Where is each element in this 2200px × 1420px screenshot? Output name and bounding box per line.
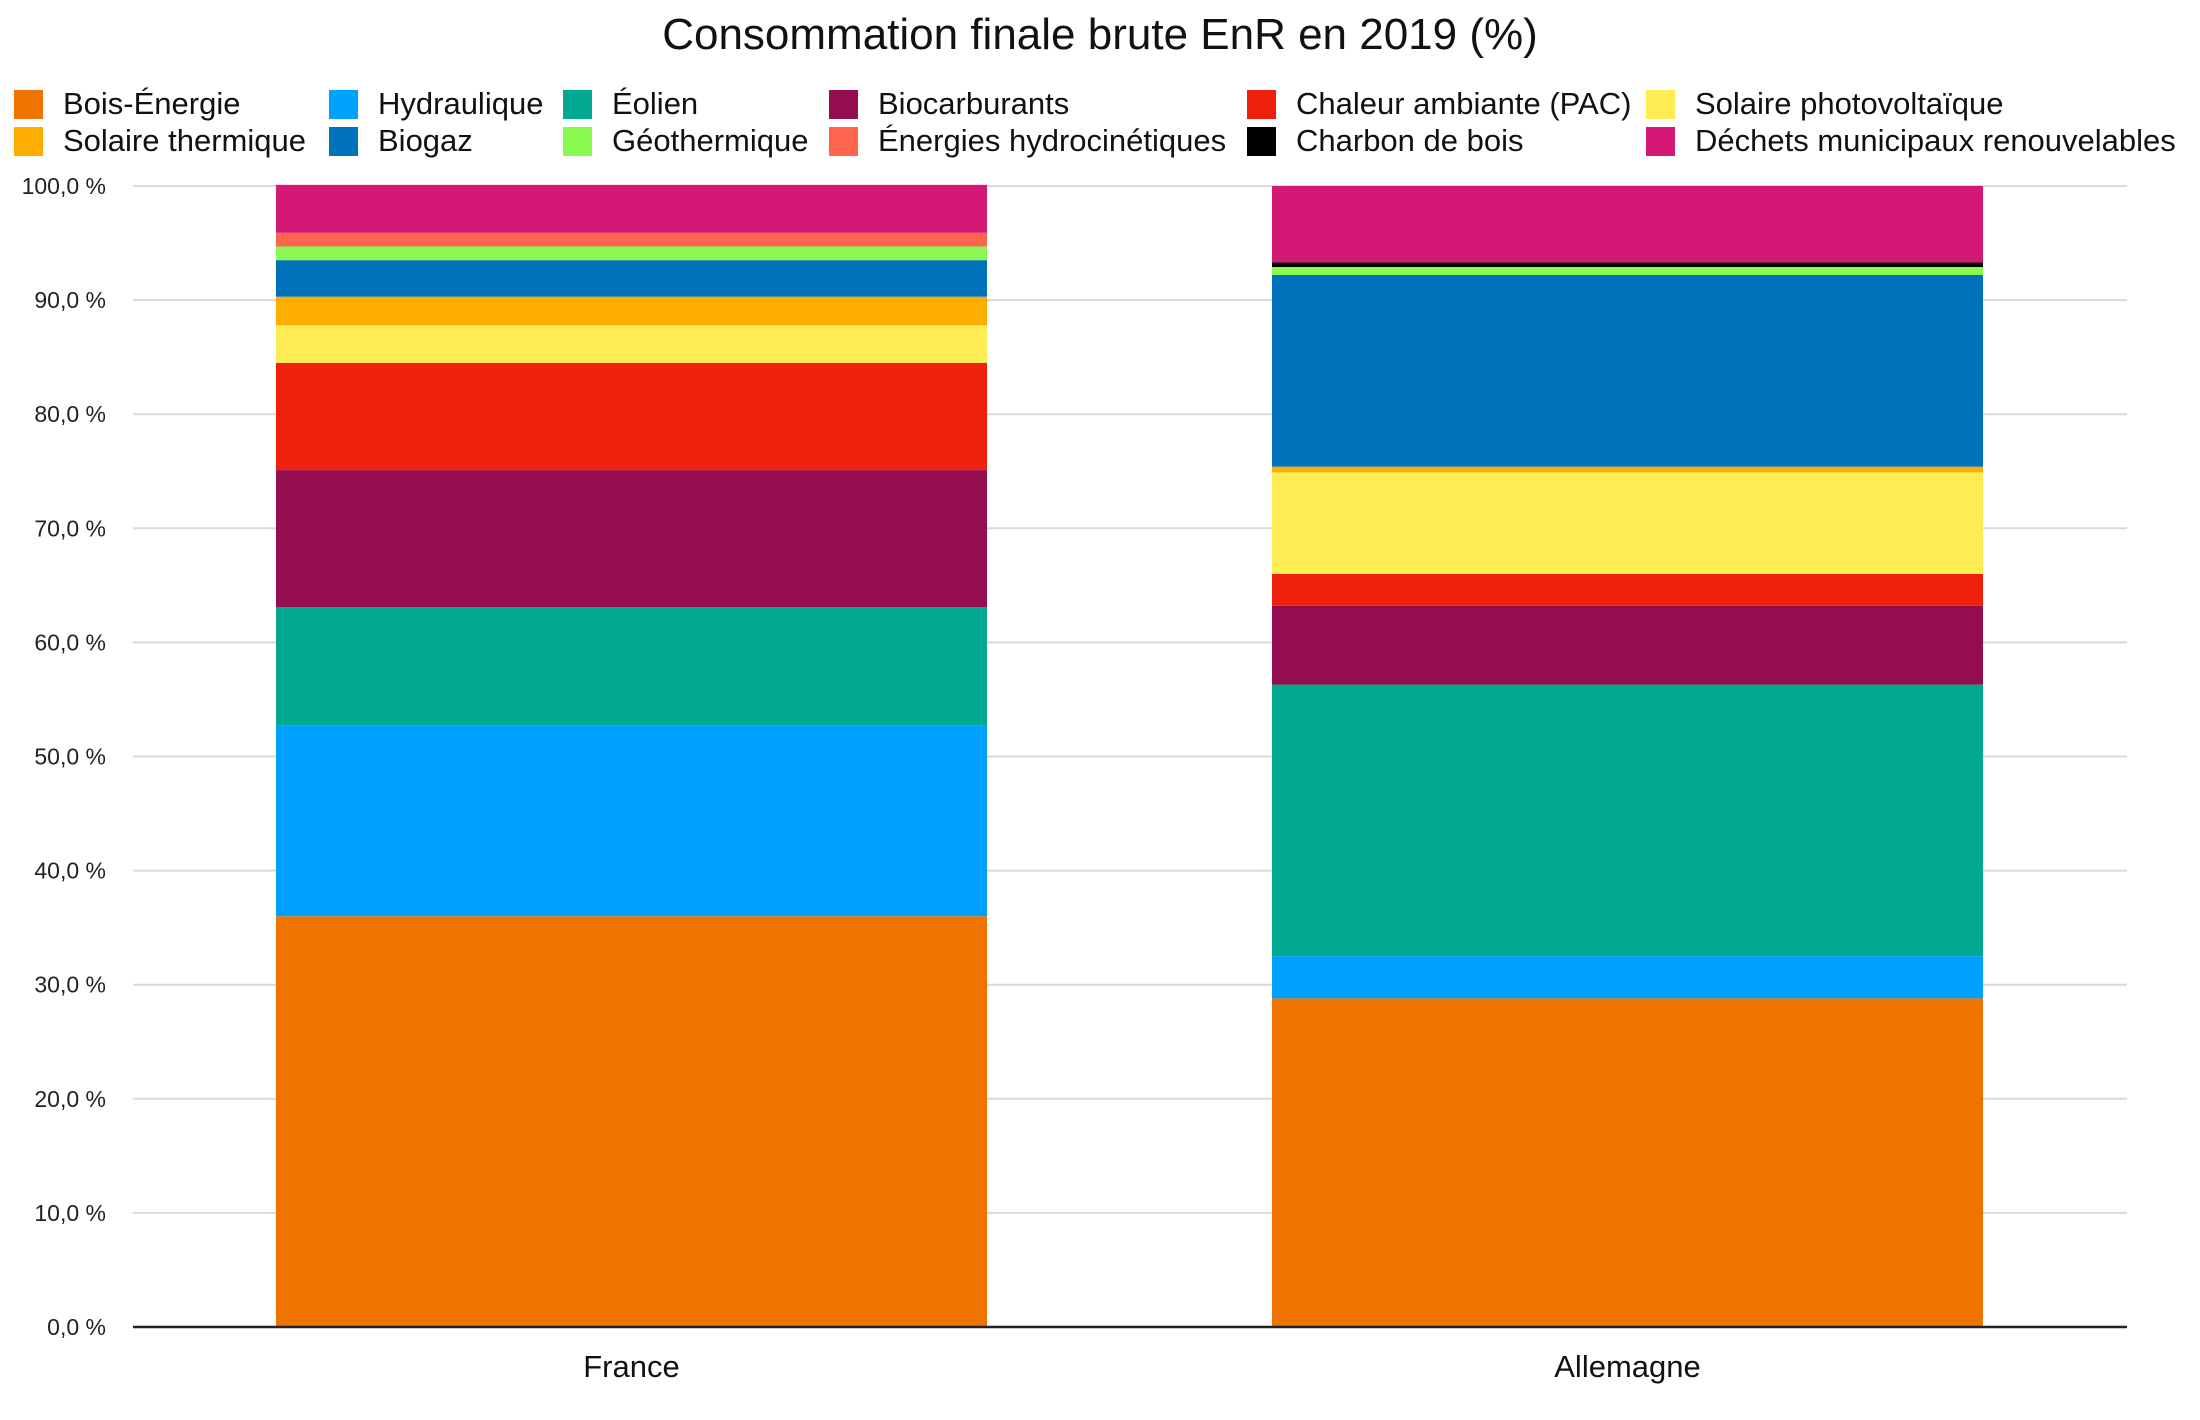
- legend-item[interactable]: Biocarburants: [829, 86, 1069, 122]
- bar-segment[interactable]: Allemagne – Solaire photovoltaïque: 8,9 …: [1272, 472, 1983, 574]
- legend-swatch: [14, 126, 43, 156]
- x-category-label: Allemagne: [1554, 1349, 1700, 1384]
- bar-segment[interactable]: France – Éolien: 10,4 %: [276, 607, 987, 726]
- legend-label: Charbon de bois: [1296, 123, 1524, 158]
- legend-item[interactable]: Énergies hydrocinétiques: [829, 123, 1226, 159]
- bar-segment[interactable]: Allemagne – Biogaz: 16,8 %: [1272, 274, 1983, 467]
- legend-label: Biogaz: [378, 123, 473, 158]
- legend-label: Hydraulique: [378, 86, 544, 121]
- bar-stack-allemagne: Allemagne – Bois-Énergie: 28,8 %Allemagn…: [1272, 186, 1983, 1327]
- legend-swatch: [329, 89, 358, 119]
- y-tick-label: 50,0 %: [34, 744, 106, 770]
- legend-label: Géothermique: [612, 123, 809, 158]
- y-tick-label: 90,0 %: [34, 287, 106, 313]
- legend-item[interactable]: Géothermique: [563, 123, 808, 159]
- bar-segment[interactable]: France – Solaire photovoltaïque: 3,3 %: [276, 325, 987, 363]
- y-tick-label: 20,0 %: [34, 1086, 106, 1112]
- bar-segment[interactable]: France – Bois-Énergie: 36,0 %: [276, 916, 987, 1327]
- bar-segment[interactable]: Allemagne – Hydraulique: 3,7 %: [1272, 956, 1983, 999]
- legend-swatch: [563, 89, 592, 119]
- legend-swatch: [14, 89, 43, 119]
- legend-swatch: [1646, 126, 1675, 156]
- bar-segment[interactable]: France – Hydraulique: 16,7 %: [276, 725, 987, 917]
- legend-swatch: [829, 89, 858, 119]
- bar-segment[interactable]: Allemagne – Éolien: 23,8 %: [1272, 684, 1983, 957]
- y-tick-label: 60,0 %: [34, 629, 106, 655]
- bar-segment[interactable]: France – Biogaz: 3,2 %: [276, 260, 987, 297]
- legend-label: Solaire photovoltaïque: [1695, 86, 2004, 121]
- legend-swatch: [563, 126, 592, 156]
- bar-segment[interactable]: Allemagne – Charbon de bois: 0,4 %: [1272, 262, 1983, 268]
- legend-label: Chaleur ambiante (PAC): [1296, 86, 1632, 121]
- bar-segment[interactable]: France – Solaire thermique: 2,5 %: [276, 296, 987, 326]
- bar-segment[interactable]: Allemagne – Chaleur ambiante (PAC): 2,8 …: [1272, 573, 1983, 606]
- y-tick-label: 30,0 %: [34, 972, 106, 998]
- bar-segment[interactable]: France – Chaleur ambiante (PAC): 9,4 %: [276, 362, 987, 471]
- legend-label: Solaire thermique: [63, 123, 306, 158]
- legend: Bois-Énergie Hydraulique Éolien Biocarburan…: [14, 86, 2200, 162]
- bar-segment[interactable]: France – Énergies hydrocinétiques: 1,2 %: [276, 232, 987, 247]
- bar-segment[interactable]: Allemagne – Solaire thermique: 0,5 %: [1272, 466, 1983, 473]
- legend-label: Énergies hydrocinétiques: [878, 123, 1227, 158]
- legend-item[interactable]: Charbon de bois: [1247, 123, 1524, 159]
- legend-item[interactable]: Solaire thermique: [14, 123, 306, 159]
- bar-segment[interactable]: France – Géothermique: 1,2 %: [276, 246, 987, 261]
- y-tick-label: 0,0 %: [47, 1314, 106, 1340]
- chart-title: Consommation finale brute EnR en 2019 (%…: [662, 10, 1538, 59]
- bar-segment[interactable]: Allemagne – Biocarburants: 6,9 %: [1272, 605, 1983, 685]
- bar-segment[interactable]: France – Biocarburants: 12,0 %: [276, 470, 987, 608]
- bar-segment[interactable]: Allemagne – Géothermique: 0,7 %: [1272, 267, 1983, 275]
- legend-swatch: [1247, 89, 1276, 119]
- bar-segment[interactable]: Allemagne – Déchets municipaux renouvela…: [1272, 186, 1983, 263]
- legend-item[interactable]: Solaire photovoltaïque: [1646, 86, 2004, 122]
- legend-item[interactable]: Biogaz: [329, 123, 473, 159]
- y-tick-label: 80,0 %: [34, 401, 106, 427]
- legend-swatch: [829, 126, 858, 156]
- legend-item[interactable]: Bois-Énergie: [14, 86, 240, 122]
- legend-item[interactable]: Hydraulique: [329, 86, 543, 122]
- legend-item[interactable]: Éolien: [563, 86, 698, 122]
- legend-swatch: [1646, 89, 1675, 119]
- legend-swatch: [329, 126, 358, 156]
- bar-stack-france: France – Bois-Énergie: 36,0 %France – Hy…: [276, 184, 987, 1327]
- legend-label: Biocarburants: [878, 86, 1070, 121]
- legend-swatch: [1247, 126, 1276, 156]
- bar-segment[interactable]: Allemagne – Bois-Énergie: 28,8 %: [1272, 998, 1983, 1327]
- legend-item[interactable]: Chaleur ambiante (PAC): [1247, 86, 1631, 122]
- y-tick-label: 100,0 %: [22, 173, 106, 199]
- legend-item[interactable]: Déchets municipaux renouvelables: [1646, 123, 2176, 159]
- legend-label: Bois-Énergie: [63, 86, 241, 121]
- y-tick-label: 40,0 %: [34, 858, 106, 884]
- legend-label: Déchets municipaux renouvelables: [1695, 123, 2176, 158]
- legend-label: Éolien: [612, 86, 699, 121]
- y-tick-label: 70,0 %: [34, 515, 106, 541]
- bar-segment[interactable]: France – Déchets municipaux renouvelable…: [276, 184, 987, 233]
- x-category-label: France: [583, 1349, 679, 1384]
- y-tick-label: 10,0 %: [34, 1200, 106, 1226]
